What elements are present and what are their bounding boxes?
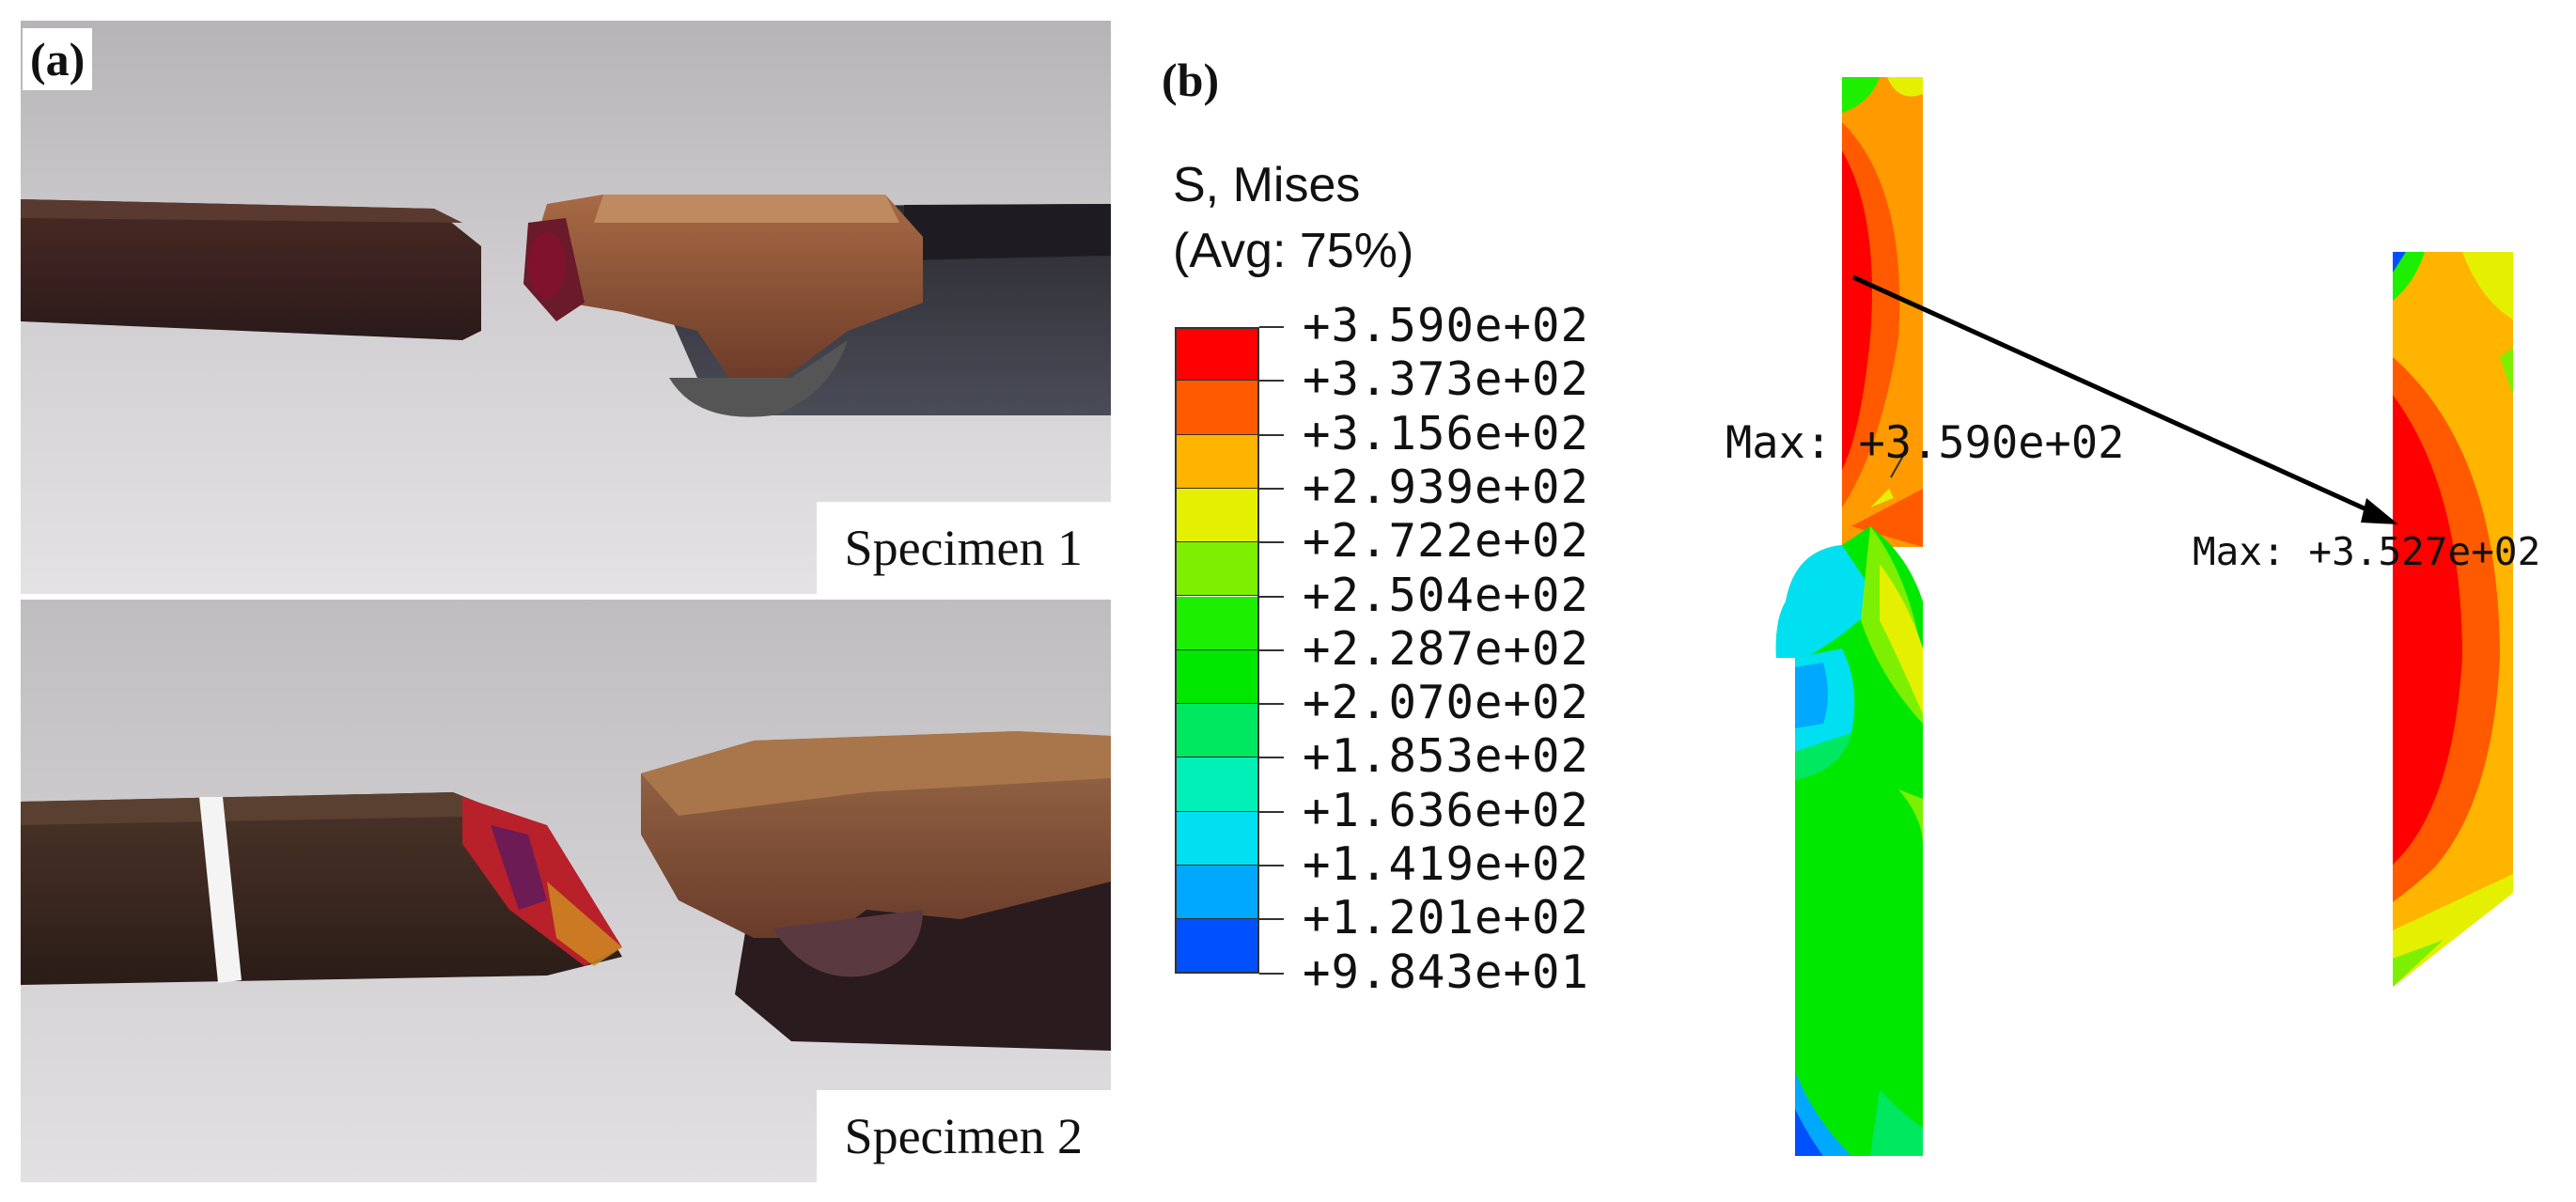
specimen-2-caption: Specimen 2: [816, 1090, 1111, 1182]
legend-color-cell: [1175, 542, 1259, 597]
legend-color-cell: [1175, 327, 1259, 382]
left-lower-plate: [1775, 526, 1923, 1156]
legend-tick: [1259, 918, 1284, 921]
legend-tick: [1259, 326, 1284, 328]
legend-value: +2.070e+02: [1303, 676, 1590, 730]
legend-tick: [1259, 703, 1284, 706]
legend-value: +3.156e+02: [1303, 406, 1590, 461]
legend-title-line2: (Avg: 75%): [1173, 224, 1414, 278]
legend-title-line1: S, Mises: [1173, 158, 1361, 212]
max-label-left: Max: +3.590e+02: [1725, 417, 2125, 469]
legend-color-cell: [1175, 596, 1259, 650]
legend-value: +2.722e+02: [1303, 514, 1590, 569]
legend-tick: [1259, 865, 1284, 866]
legend-frame: [1175, 327, 1259, 974]
legend-tick: [1259, 487, 1284, 490]
specimen-1-caption: Specimen 1: [816, 502, 1111, 594]
legend-color-cell: [1175, 866, 1259, 920]
left-upper-plate: [1842, 77, 1923, 547]
legend-value: +1.201e+02: [1303, 891, 1590, 945]
panel-a: Specimen 1: [0, 0, 1128, 1202]
legend-color-cell: [1175, 488, 1259, 543]
legend-color-cell: [1175, 649, 1259, 705]
legend-tick: [1259, 757, 1284, 759]
specimen-2-photo: Specimen 2: [21, 600, 1111, 1182]
legend-color-cell: [1175, 811, 1259, 866]
legend-color-cell: [1175, 381, 1259, 435]
legend-tick: [1259, 433, 1284, 436]
legend-color-cell: [1175, 704, 1259, 758]
legend-tick: [1259, 380, 1284, 382]
legend-value: +1.419e+02: [1303, 837, 1590, 891]
fea-contour-model: [1775, 77, 2513, 1156]
legend-tick: [1259, 972, 1284, 975]
legend-value: +9.843e+01: [1303, 944, 1590, 999]
legend-value: +3.590e+02: [1303, 299, 1590, 352]
panel-a-label: (a): [23, 28, 93, 90]
max-marker: [1890, 455, 1904, 478]
legend-tick: [1259, 810, 1284, 813]
max-location-arrow: [1851, 274, 2398, 524]
max-label-right: Max: +3.527e+02: [2193, 529, 2541, 574]
legend-value: +2.287e+02: [1303, 621, 1590, 676]
legend-value: +3.373e+02: [1303, 352, 1590, 407]
legend-color-cell: [1175, 434, 1259, 489]
legend-value: +2.504e+02: [1303, 568, 1590, 622]
specimen-1-photo: Specimen 1: [21, 21, 1111, 594]
legend-tick: [1259, 648, 1284, 651]
panel-b-label: (b): [1162, 53, 1220, 107]
legend-value: +1.853e+02: [1303, 729, 1590, 784]
legend-tick: [1259, 595, 1284, 598]
legend-value: +2.939e+02: [1303, 460, 1590, 514]
legend-tick: [1259, 541, 1284, 544]
legend-colorbar: +3.590e+02 +3.373e+02 +3.156e+02 +2.939e+02…: [1175, 299, 1701, 999]
legend-color-cell: [1175, 757, 1259, 812]
right-plate: [2393, 252, 2513, 987]
panel-b: (b) S, Mises (Avg: 75%) +3.590e+02 +3.373…: [1128, 0, 2576, 1202]
legend-value: +1.636e+02: [1303, 783, 1590, 837]
